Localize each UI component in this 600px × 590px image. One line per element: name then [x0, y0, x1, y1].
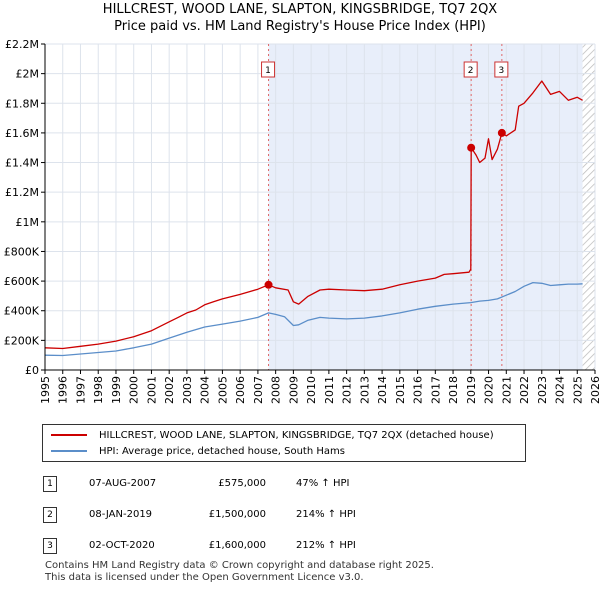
x-tick-label: 1998 — [92, 376, 105, 404]
sale-price: £1,500,000 — [208, 509, 266, 520]
x-tick-label: 2019 — [465, 376, 478, 404]
x-tick-label: 2016 — [412, 376, 425, 404]
table-row: 2 08-JAN-2019 £1,500,000 214% ↑ HPI — [0, 507, 600, 527]
legend-swatch-property — [51, 434, 87, 436]
legend-label-hpi: HPI: Average price, detached house, Sout… — [99, 445, 345, 457]
ownership-shade — [268, 44, 583, 370]
legend-label-property: HILLCREST, WOOD LANE, SLAPTON, KINGSBRID… — [99, 429, 494, 441]
x-tick-label: 2014 — [376, 376, 389, 404]
x-tick-label: 2017 — [429, 376, 442, 404]
y-tick-label: £600K — [4, 275, 40, 288]
sale-marker-1 — [264, 280, 273, 289]
footer: Contains HM Land Registry data © Crown c… — [45, 560, 434, 584]
sale-price: £575,000 — [218, 478, 266, 489]
x-tick-label: 2004 — [199, 376, 212, 404]
legend-item-hpi: HPI: Average price, detached house, Sout… — [51, 444, 345, 458]
sale-marker-2 — [467, 143, 476, 152]
x-tick-label: 2018 — [447, 376, 460, 404]
y-tick-label: £2M — [16, 68, 40, 81]
chart-legend: HILLCREST, WOOD LANE, SLAPTON, KINGSBRID… — [42, 424, 526, 462]
x-tick-label: 2023 — [536, 376, 549, 404]
x-tick-label: 2008 — [270, 376, 283, 404]
price-chart: 1 2 3 £0 £200K £400K £600K £800K £1M £1.2M £1.4M £… — [4, 38, 600, 404]
x-tick-label: 2012 — [341, 376, 354, 404]
sale-marker-3 — [497, 128, 506, 137]
sale-price: £1,600,000 — [208, 540, 266, 551]
footer-licence: This data is licensed under the Open Gov… — [45, 572, 364, 583]
x-tick-label: 2002 — [163, 376, 176, 404]
y-tick-label: £1.2M — [5, 186, 39, 199]
property-price-line — [44, 80, 583, 350]
x-tick-label: 2007 — [252, 376, 265, 404]
table-row: 3 02-OCT-2020 £1,600,000 212% ↑ HPI — [0, 538, 600, 558]
sale-date: 08-JAN-2019 — [89, 509, 153, 520]
x-tick-label: 1997 — [74, 376, 87, 404]
x-tick-label: 2009 — [287, 376, 300, 404]
legend-item-property: HILLCREST, WOOD LANE, SLAPTON, KINGSBRID… — [51, 428, 494, 442]
x-tick-label: 2024 — [554, 376, 567, 404]
legend-swatch-hpi — [51, 450, 87, 452]
sale-box-label-1: 1 — [265, 66, 271, 76]
sale-number: 1 — [43, 476, 57, 492]
sale-hpi-change: 47% ↑ HPI — [296, 478, 350, 489]
y-tick-label: £400K — [4, 305, 40, 318]
x-tick-label: 1996 — [57, 376, 70, 404]
x-tick-label: 2021 — [500, 376, 513, 404]
x-tick-label: 2025 — [571, 376, 584, 404]
sale-box-2 — [463, 61, 478, 78]
sale-date: 07-AUG-2007 — [89, 478, 157, 489]
y-tick-label: £1M — [16, 216, 40, 229]
y-tick-label: £1.6M — [5, 127, 39, 140]
sale-box-3 — [494, 61, 509, 78]
y-tick-label: £2.2M — [5, 38, 39, 51]
y-tick-label: £800K — [4, 245, 40, 258]
y-tick-label: £200K — [4, 334, 40, 347]
sale-number: 3 — [43, 538, 57, 554]
y-tick-label: £0 — [25, 364, 39, 377]
x-tick-label: 2013 — [358, 376, 371, 404]
sale-number: 2 — [43, 507, 57, 523]
y-tick-label: £1.4M — [5, 157, 39, 170]
x-tick-label: 2020 — [483, 376, 496, 404]
x-tick-label: 2003 — [181, 376, 194, 404]
sale-box-label-3: 3 — [498, 66, 504, 76]
y-tick-label: £1.8M — [5, 97, 39, 110]
x-tick-label: 2000 — [128, 376, 141, 404]
x-tick-label: 2010 — [305, 376, 318, 404]
x-tick-label: 2005 — [216, 376, 229, 404]
x-tick-label: 2006 — [234, 376, 247, 404]
table-row: 1 07-AUG-2007 £575,000 47% ↑ HPI — [0, 476, 600, 496]
x-tick-label: 2026 — [589, 376, 600, 404]
x-tick-label: 2022 — [518, 376, 531, 404]
sale-hpi-change: 212% ↑ HPI — [296, 540, 356, 551]
forecast-hatch — [582, 44, 595, 370]
sale-box-1 — [261, 61, 276, 78]
x-tick-label: 2011 — [323, 376, 336, 404]
chart-subtitle: Price paid vs. HM Land Registry's House … — [114, 19, 486, 34]
x-tick-label: 2015 — [394, 376, 407, 404]
hpi-line — [44, 281, 583, 357]
x-tick-label: 2001 — [145, 376, 158, 404]
x-tick-label: 1995 — [39, 376, 52, 404]
sale-date: 02-OCT-2020 — [89, 540, 155, 551]
sale-box-label-2: 2 — [468, 66, 474, 76]
x-tick-label: 1999 — [110, 376, 123, 404]
footer-copyright: Contains HM Land Registry data © Crown c… — [45, 560, 434, 571]
chart-title: HILLCREST, WOOD LANE, SLAPTON, KINGSBRID… — [102, 2, 498, 17]
sale-hpi-change: 214% ↑ HPI — [296, 509, 356, 520]
